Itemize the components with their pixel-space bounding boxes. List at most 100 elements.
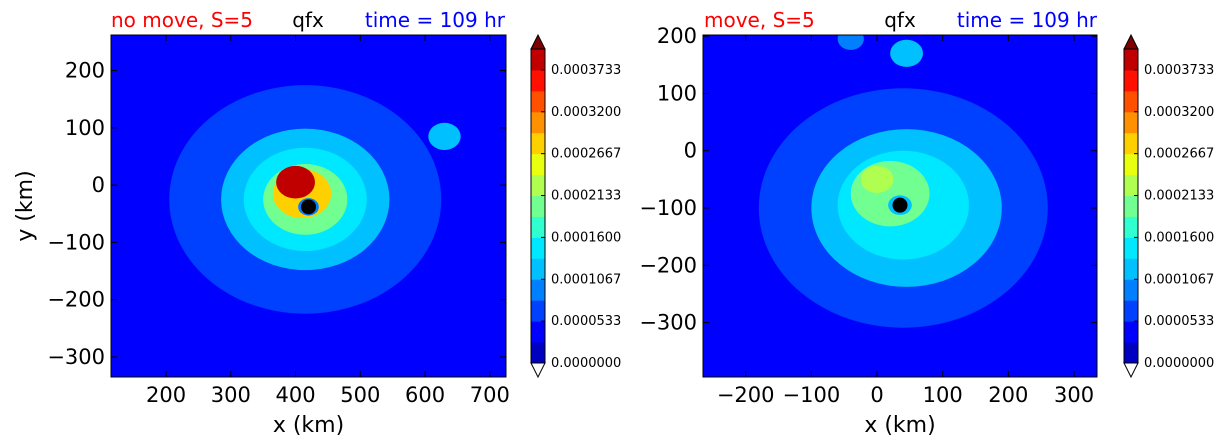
- colorbar-segment: [531, 321, 545, 343]
- panel-title-right: time = 109 hr: [365, 8, 506, 32]
- x-axis-label: x (km): [273, 413, 344, 438]
- colorbar-extend-max: [530, 33, 546, 50]
- colorbar-tick-label: 0.0001600: [1144, 230, 1214, 245]
- contour-patch: [428, 122, 461, 151]
- plot-frame: [110, 34, 507, 378]
- colorbar-tick-label: 0.0000000: [551, 356, 621, 371]
- colorbar-segment: [531, 195, 545, 217]
- contour-field: [703, 35, 1097, 377]
- x-tick-label: 100: [923, 383, 963, 407]
- storm-center-marker: [301, 199, 316, 215]
- colorbar-segment: [531, 90, 545, 113]
- x-tick-label: 0: [870, 383, 883, 407]
- x-tick-label: 200: [146, 383, 186, 407]
- colorbar-tick-label: 0.0001067: [1144, 272, 1214, 287]
- y-tick-label: 200: [65, 59, 105, 83]
- x-tick-label: 300: [211, 383, 251, 407]
- panel-title-center: qfx: [292, 8, 324, 32]
- colorbar-segment: [531, 300, 545, 322]
- colorbar-frame: [530, 48, 546, 364]
- colorbar-tick-label: 0.0003200: [551, 105, 621, 120]
- panel-move: move, S=5 qfx time = 109 hr −200 −100 0 100…: [639, 8, 1214, 438]
- colorbar-tick-label: 0.0003200: [1144, 105, 1214, 120]
- x-tick-label: 300: [1054, 383, 1094, 407]
- y-tick-label: −300: [47, 345, 105, 369]
- colorbar-segment: [1124, 49, 1138, 71]
- colorbar: 0.0000000 0.0000533 0.0001067 0.0001600 0.00…: [530, 33, 621, 379]
- colorbar-tick-label: 0.0001067: [551, 272, 621, 287]
- y-tick-label: −200: [639, 253, 697, 277]
- x-tick-label: 500: [340, 383, 380, 407]
- colorbar-extend-max: [1123, 33, 1139, 50]
- colorbar-segment: [1124, 111, 1138, 134]
- panel-title-center: qfx: [884, 8, 916, 32]
- colorbar-segment: [531, 49, 545, 71]
- contour-patch: [890, 39, 923, 67]
- panel-title-left: no move, S=5: [111, 8, 253, 32]
- colorbar-segment: [1124, 321, 1138, 343]
- colorbar-tick-label: 0.0002667: [1144, 147, 1214, 162]
- x-axis-label: x (km): [864, 413, 935, 438]
- colorbar-segment: [1124, 195, 1138, 217]
- colorbar-segment: [1124, 174, 1138, 197]
- colorbar-tick-label: 0.0003733: [1144, 63, 1214, 78]
- plot-frame: [702, 34, 1098, 378]
- x-tick-label: 200: [988, 383, 1028, 407]
- colorbar-segment: [1124, 342, 1138, 364]
- panel-no-move: no move, S=5 qfx time = 109 hr 200 300 400…: [13, 8, 621, 438]
- x-tick-label: 400: [276, 383, 316, 407]
- colorbar-tick-label: 0.0002133: [1144, 189, 1214, 204]
- y-tick-label: 100: [65, 116, 105, 140]
- contour-core: [276, 165, 315, 199]
- colorbar-tick-label: 0.0000533: [551, 314, 621, 329]
- colorbar-segment: [1124, 153, 1138, 176]
- colorbar-segment: [531, 111, 545, 134]
- colorbar-tick-label: 0.0002667: [551, 147, 621, 162]
- colorbar-tick-label: 0.0000000: [1144, 356, 1214, 371]
- y-tick-label: 100: [657, 81, 697, 105]
- contour-patch: [837, 35, 864, 50]
- colorbar: 0.0000000 0.0000533 0.0001067 0.0001600 0.00…: [1123, 33, 1214, 379]
- contour-core: [860, 165, 894, 193]
- colorbar-segment: [531, 174, 545, 197]
- colorbar-segment: [1124, 258, 1138, 280]
- y-tick-label: 200: [657, 24, 697, 48]
- y-tick-label: −300: [639, 311, 697, 335]
- y-tick-label: −100: [639, 196, 697, 220]
- colorbar-tick-label: 0.0002133: [551, 189, 621, 204]
- colorbar-segment: [531, 237, 545, 259]
- colorbar-segment: [531, 132, 545, 155]
- colorbar-segment: [1124, 237, 1138, 259]
- colorbar-tick-label: 0.0001600: [551, 230, 621, 245]
- colorbar-segment: [1124, 69, 1138, 92]
- colorbar-segment: [531, 279, 545, 301]
- colorbar-tick-label: 0.0000533: [1144, 314, 1214, 329]
- contour-field: [111, 35, 506, 377]
- panel-title-left: move, S=5: [704, 8, 815, 32]
- y-axis-label: y (km): [13, 170, 38, 241]
- colorbar-segment: [1124, 300, 1138, 322]
- colorbar-frame: [1123, 48, 1139, 364]
- colorbar-tick-label: 0.0003733: [551, 63, 621, 78]
- x-tick-label: 700: [470, 383, 510, 407]
- colorbar-extend-min: [530, 362, 546, 379]
- colorbar-segment: [531, 69, 545, 92]
- x-tick-label: −200: [717, 383, 775, 407]
- y-tick-label: −100: [47, 230, 105, 254]
- storm-center-marker: [892, 197, 908, 213]
- x-tick-label: −100: [783, 383, 841, 407]
- y-tick-label: −200: [47, 288, 105, 312]
- y-tick-label: 0: [684, 139, 697, 163]
- colorbar-extend-min: [1123, 362, 1139, 379]
- colorbar-segment: [1124, 216, 1138, 238]
- colorbar-segment: [1124, 132, 1138, 155]
- contour-ring: [850, 161, 930, 227]
- colorbar-segment: [531, 216, 545, 238]
- colorbar-segment: [531, 153, 545, 176]
- colorbar-segment: [1124, 90, 1138, 113]
- colorbar-segment: [531, 342, 545, 364]
- panel-title-right: time = 109 hr: [957, 8, 1098, 32]
- x-tick-label: 600: [405, 383, 445, 407]
- y-tick-label: 0: [92, 173, 105, 197]
